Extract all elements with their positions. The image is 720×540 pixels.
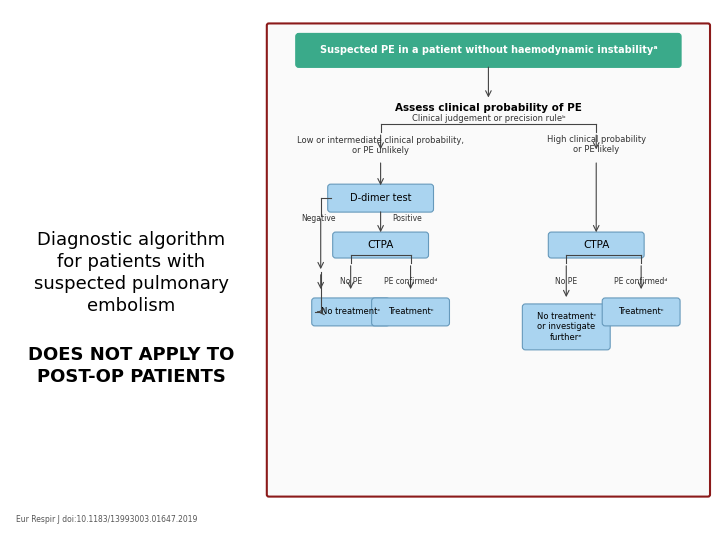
- Text: Positive: Positive: [392, 214, 423, 222]
- Text: Assess clinical probability of PE: Assess clinical probability of PE: [395, 103, 582, 113]
- Text: embolism: embolism: [87, 297, 175, 315]
- Text: No treatmentᶜ: No treatmentᶜ: [321, 307, 380, 316]
- FancyBboxPatch shape: [333, 232, 428, 258]
- Text: Treatmentᶜ: Treatmentᶜ: [387, 307, 433, 316]
- FancyBboxPatch shape: [549, 232, 644, 258]
- FancyBboxPatch shape: [372, 298, 449, 326]
- Text: Negative: Negative: [302, 214, 336, 222]
- Text: D-dimer test: D-dimer test: [350, 193, 411, 203]
- Text: Eur Respir J doi:10.1183/13993003.01647.2019: Eur Respir J doi:10.1183/13993003.01647.…: [17, 515, 197, 524]
- Text: No treatmentᶜ
or investigate
furtherᵉ: No treatmentᶜ or investigate furtherᵉ: [536, 312, 596, 342]
- Text: High clinical probability
or PE likely: High clinical probability or PE likely: [546, 134, 646, 154]
- FancyBboxPatch shape: [296, 33, 681, 68]
- FancyBboxPatch shape: [328, 184, 433, 212]
- Text: Treatmentᶜ: Treatmentᶜ: [618, 307, 664, 316]
- Text: for patients with: for patients with: [57, 253, 205, 271]
- Text: Diagnostic algorithm: Diagnostic algorithm: [37, 231, 225, 249]
- Text: suspected pulmonary: suspected pulmonary: [34, 275, 228, 293]
- Text: CTPA: CTPA: [583, 240, 609, 250]
- FancyBboxPatch shape: [522, 304, 610, 350]
- Text: PE confirmedᵈ: PE confirmedᵈ: [614, 278, 668, 287]
- Text: No PE: No PE: [340, 278, 361, 287]
- Text: DOES NOT APPLY TO: DOES NOT APPLY TO: [28, 346, 234, 364]
- FancyBboxPatch shape: [267, 23, 710, 497]
- Text: POST-OP PATIENTS: POST-OP PATIENTS: [37, 368, 225, 386]
- Text: Suspected PE in a patient without haemodynamic instabilityᵃ: Suspected PE in a patient without haemod…: [320, 45, 657, 56]
- Text: No PE: No PE: [555, 278, 577, 287]
- Text: Clinical judgement or precision ruleᵇ: Clinical judgement or precision ruleᵇ: [412, 114, 565, 123]
- FancyBboxPatch shape: [312, 298, 390, 326]
- FancyBboxPatch shape: [602, 298, 680, 326]
- Text: PE confirmedᵈ: PE confirmedᵈ: [384, 278, 437, 287]
- Text: Low or intermediate clinical probability,
or PE unlikely: Low or intermediate clinical probability…: [297, 136, 464, 155]
- Text: CTPA: CTPA: [367, 240, 394, 250]
